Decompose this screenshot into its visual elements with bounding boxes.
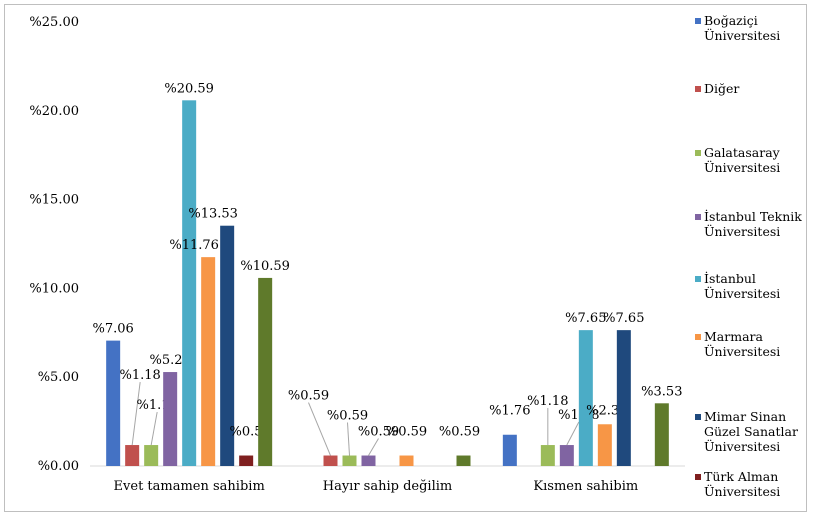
legend-swatch [695,18,701,24]
legend-swatch [695,414,701,420]
bar [163,372,178,466]
bar [144,445,159,466]
bar [106,340,121,466]
category-label: Kısmen sahibim [533,479,638,494]
y-tick-label: %20.00 [29,104,79,119]
y-tick-label: %5.00 [38,370,79,385]
legend-label: Türk Alman Üniversitesi [704,469,781,499]
data-label: %7.06 [93,322,134,337]
data-label: %13.53 [188,207,238,222]
data-label: %0.59 [439,425,480,440]
legend-label: Boğaziçi Üniversitesi [704,13,781,43]
legend-swatch [695,150,701,156]
legend-label: Galatasaray Üniversitesi [704,145,781,175]
data-label: %7.65 [565,311,606,326]
y-tick-label: %0.00 [38,459,79,474]
bar [654,403,669,466]
legend-label: Diğer [704,81,740,96]
chart-frame: %0.00 %5.00 %10.00 %15.00 %20.00 %25.00 %7.06%… [4,4,807,512]
label-leader-line [150,411,158,446]
bar [342,455,357,466]
data-label: %0.59 [358,425,399,440]
legend-label: İstanbul Teknik Üniversitesi [704,209,802,239]
bar [239,455,254,466]
data-label: %0.59 [288,389,329,404]
y-tick-label: %10.00 [29,281,79,296]
legend-swatch [695,474,701,480]
bar [399,455,414,466]
legend-swatch [695,276,701,282]
legend-swatch [695,86,701,92]
data-label: %0.59 [386,425,427,440]
bar [361,455,376,466]
bar [201,257,216,466]
legend-swatch [695,334,701,340]
bar [578,330,593,466]
category-label: Evet tamamen sahibim [114,479,265,494]
bar [559,445,574,466]
bar [220,225,235,466]
data-label: %11.76 [169,238,219,253]
data-label: %1.76 [489,404,530,419]
bar [597,424,612,466]
bar [125,445,140,466]
data-label: %1.18 [527,394,568,409]
data-label: %7.65 [603,311,644,326]
data-label: %10.59 [240,259,290,274]
label-leader-line [308,402,331,456]
label-leader-line [566,421,580,446]
category-label: Hayır sahip değilim [323,479,452,494]
label-leader-line [368,438,379,456]
data-label: %0.59 [327,409,368,424]
data-label: %20.59 [164,81,214,96]
y-tick-label: %25.00 [29,15,79,30]
bar [502,434,517,466]
legend-swatch [695,214,701,220]
data-label: %3.53 [641,384,682,399]
bar [456,455,471,466]
legend-label: İstanbul Üniversitesi [704,271,781,301]
bar [540,445,555,466]
data-label: %5.29 [150,353,191,368]
label-leader-line [131,381,141,446]
label-leader-line [347,422,350,456]
y-tick-label: %15.00 [29,193,79,208]
data-label: %1.18 [120,368,161,383]
legend-label: Mimar Sinan Güzel Sanatlar Üniversitesi [704,409,798,454]
legend-label: Marmara Üniversitesi [704,329,781,359]
bar [258,277,273,466]
bar-chart: %0.00 %5.00 %10.00 %15.00 %20.00 %25.00 %7.06%… [29,15,685,494]
bar [616,330,631,466]
bar [323,455,338,466]
bar [182,100,197,467]
